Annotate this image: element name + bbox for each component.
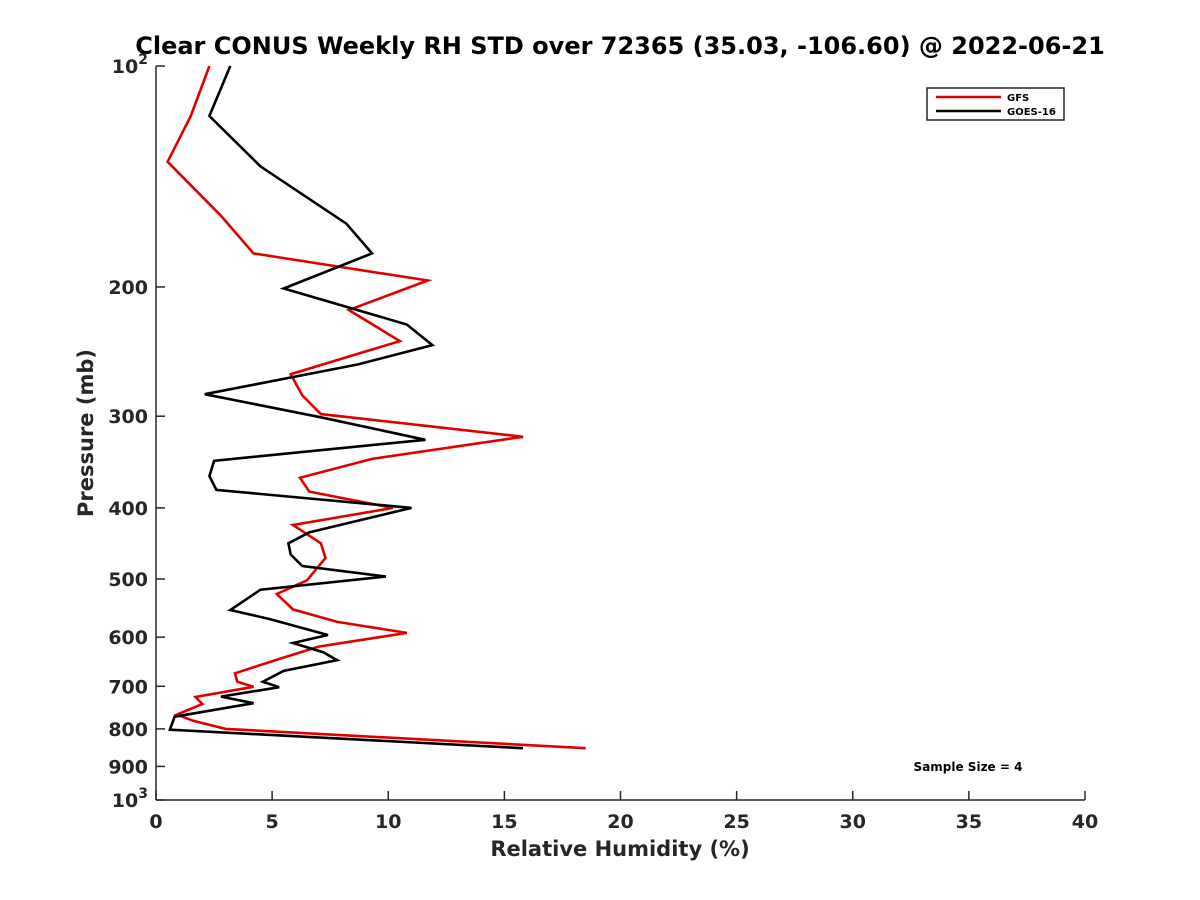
y-tick-label: 900 <box>108 756 148 778</box>
y-tick-base: 10 <box>112 790 138 812</box>
y-tick-exponent: 2 <box>138 52 148 68</box>
x-tick-label: 25 <box>723 811 749 833</box>
legend-box <box>926 87 1065 121</box>
chart-title: Clear CONUS Weekly RH STD over 72365 (35… <box>135 32 1105 60</box>
legend: GFS GOES-16 <box>926 87 1065 121</box>
x-tick-label: 40 <box>1072 811 1098 833</box>
y-tick-base: 200 <box>108 277 148 299</box>
x-axis-label: Relative Humidity (%) <box>490 837 749 861</box>
y-tick-base: 800 <box>108 719 148 741</box>
series-group <box>166 65 586 750</box>
x-tick-label: 0 <box>149 811 162 833</box>
y-tick-base: 900 <box>108 756 148 778</box>
y-tick-label: 600 <box>108 627 148 649</box>
x-axis-ticks: 0 5 10 15 20 25 30 35 40 <box>149 791 1098 833</box>
sample-size-annotation: Sample Size = 4 <box>914 760 1023 774</box>
y-tick-label: 103 <box>112 786 148 812</box>
y-tick-label: 102 <box>112 52 148 78</box>
x-tick-label: 10 <box>375 811 401 833</box>
y-tick-label: 700 <box>108 676 148 698</box>
x-tick-label: 15 <box>491 811 517 833</box>
y-tick-label: 300 <box>108 406 148 428</box>
x-tick-label: 20 <box>607 811 633 833</box>
x-tick-label: 30 <box>840 811 866 833</box>
y-tick-exponent: 3 <box>138 786 148 802</box>
y-tick-label: 800 <box>108 719 148 741</box>
x-tick-label: 5 <box>266 811 279 833</box>
legend-label: GOES-16 <box>1007 107 1056 118</box>
y-tick-base: 700 <box>108 676 148 698</box>
y-tick-base: 400 <box>108 498 148 520</box>
y-axis-label: Pressure (mb) <box>74 349 98 517</box>
series-line-goes-16 <box>168 65 524 750</box>
legend-label: GFS <box>1007 93 1029 104</box>
plot-area <box>155 66 1085 801</box>
x-tick-label: 35 <box>956 811 982 833</box>
series-line-gfs <box>166 65 586 750</box>
y-tick-base: 600 <box>108 627 148 649</box>
y-tick-label: 200 <box>108 277 148 299</box>
y-tick-label: 400 <box>108 498 148 520</box>
y-tick-base: 300 <box>108 406 148 428</box>
y-tick-label: 500 <box>108 569 148 591</box>
y-tick-base: 10 <box>112 56 138 78</box>
y-tick-base: 500 <box>108 569 148 591</box>
